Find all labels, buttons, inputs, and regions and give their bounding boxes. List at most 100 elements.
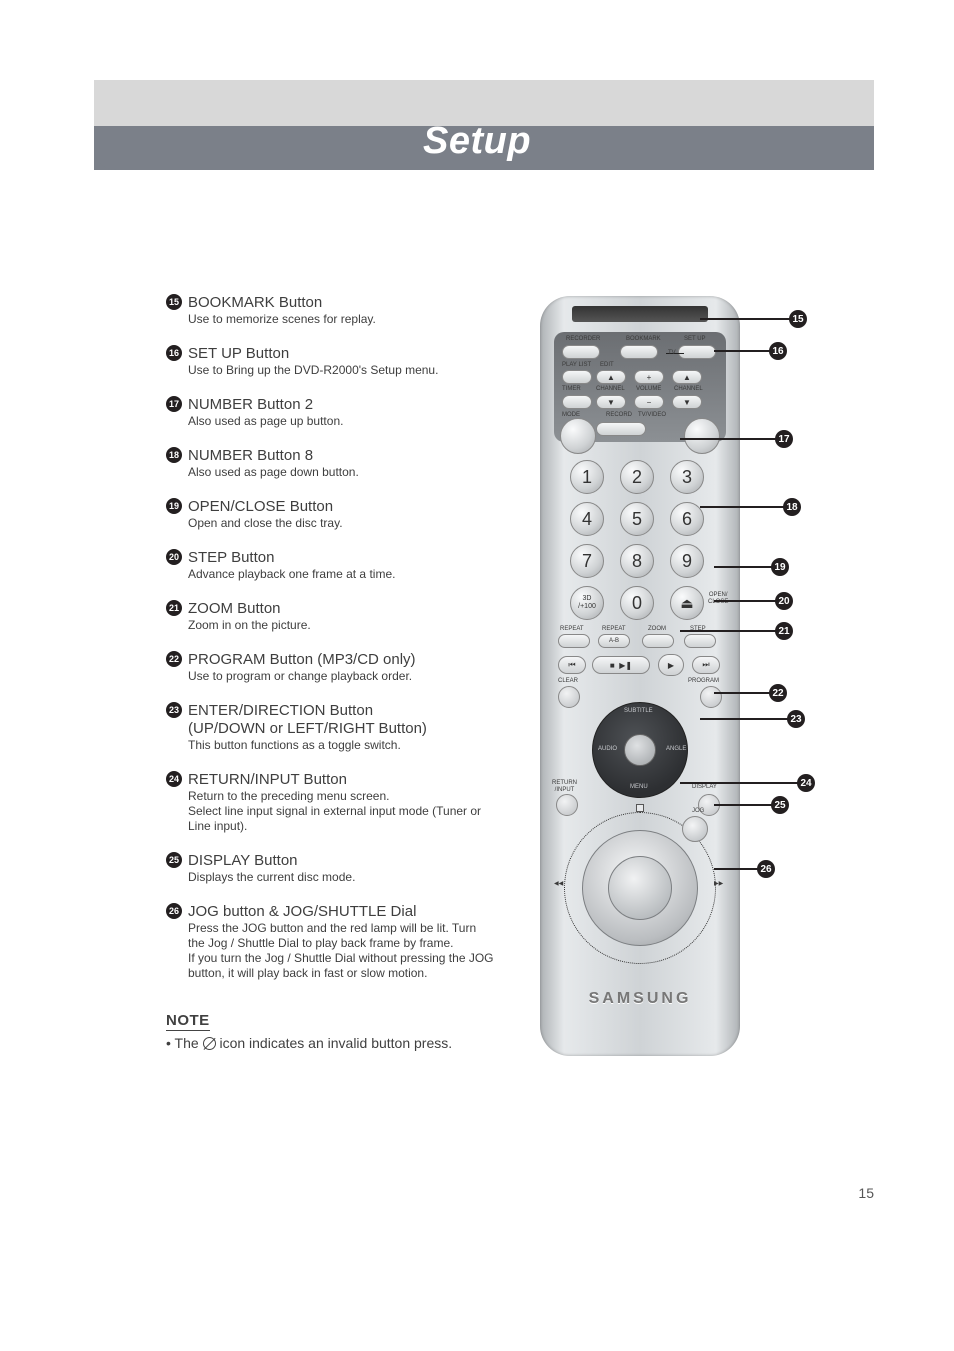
btn-repeat[interactable] [558,634,590,648]
shuttle-mark [636,804,644,812]
btn-num-4[interactable]: 4 [570,502,604,536]
desc-item-title: ENTER/DIRECTION Button (UP/DOWN or LEFT/… [188,702,496,738]
callout-line: 20 [714,592,793,610]
btn-3d[interactable]: 3D /+100 [570,586,604,620]
lbl-timer: TIMER [562,386,581,392]
desc-item-desc: Press the JOG button and the red lamp wi… [188,921,496,981]
btn-mode[interactable] [560,418,596,454]
desc-item-desc: Zoom in on the picture. [188,618,496,633]
desc-item-desc: This button functions as a toggle switch… [188,738,496,753]
lbl-repeatab: REPEAT [602,626,626,632]
desc-item: 24 RETURN/INPUT ButtonReturn to the prece… [166,771,496,834]
btn-chan2-up[interactable]: ▲ [672,370,702,384]
desc-item: 15BOOKMARK ButtonUse to memorize scenes … [166,294,496,327]
btn-zoom[interactable] [642,634,674,648]
invalid-icon [203,1037,216,1050]
btn-recorder[interactable] [562,345,600,359]
desc-item-title: BOOKMARK Button [188,294,496,312]
callout-number-icon: 17 [166,396,182,412]
desc-item-desc: Displays the current disc mode. [188,870,496,885]
desc-item-title: ZOOM Button [188,600,496,618]
callout-line: 15 [700,310,807,328]
lbl-return: RETURN /INPUT [552,780,577,794]
desc-item-desc: Advance playback one frame at a time. [188,567,496,582]
btn-next[interactable]: ⏭ [692,656,720,674]
btn-play[interactable]: ▶ [658,654,684,676]
btn-num-8[interactable]: 8 [620,544,654,578]
btn-setup[interactable] [678,345,716,359]
callout-number-icon: 23 [166,702,182,718]
btn-num-5[interactable]: 5 [620,502,654,536]
callout-number-badge: 24 [797,774,815,792]
desc-item-desc: Return to the preceding menu screen. Sel… [188,789,496,834]
jog-dial[interactable] [608,856,672,920]
callout-number-icon: 16 [166,345,182,361]
desc-item: 18NUMBER Button 8Also used as page down … [166,447,496,480]
desc-item-title: DISPLAY Button [188,852,496,870]
btn-num-3[interactable]: 3 [670,460,704,494]
btn-bookmark[interactable] [620,345,658,359]
desc-item-title: STEP Button [188,549,496,567]
btn-num-1[interactable]: 1 [570,460,604,494]
desc-item-desc: Also used as page up button. [188,414,496,429]
callout-number-badge: 19 [771,558,789,576]
btn-prev[interactable]: ⏮ [558,656,586,674]
callout-number-badge: 20 [775,592,793,610]
btn-num-9[interactable]: 9 [670,544,704,578]
lbl-menu: MENU [630,784,648,790]
btn-stop-play[interactable]: ■ ▶❚ [592,656,650,674]
btn-playlist[interactable] [562,370,592,384]
note-block: NOTE • The icon indicates an invalid but… [166,1012,506,1051]
desc-item: 23 ENTER/DIRECTION Button (UP/DOWN or LEF… [166,702,496,753]
callout-number-badge: 22 [769,684,787,702]
desc-item-title: RETURN/INPUT Button [188,771,496,789]
note-suffix: icon indicates an invalid button press. [216,1035,453,1051]
callout-number-badge: 17 [775,430,793,448]
btn-vol-up[interactable]: + [634,370,664,384]
callout-number-badge: 23 [787,710,805,728]
callout-number-icon: 24 [166,771,182,787]
callout-number-icon: 25 [166,852,182,868]
desc-item-desc: Use to program or change playback order. [188,669,496,684]
btn-clear[interactable] [558,686,580,708]
btn-num-2[interactable]: 2 [620,460,654,494]
btn-chan-up[interactable]: ▲ [596,370,626,384]
callout-number-icon: 15 [166,294,182,310]
desc-item-title: JOG button & JOG/SHUTTLE Dial [188,903,496,921]
btn-record[interactable] [596,422,646,436]
note-text: • The icon indicates an invalid button p… [166,1035,506,1051]
desc-item: 17 NUMBER Button 2Also used as page up bu… [166,396,496,429]
lbl-bookmark: BOOKMARK [626,336,661,342]
btn-repeat-ab[interactable]: A-B [598,634,630,648]
callout-number-icon: 26 [166,903,182,919]
lbl-channel2: CHANNEL [674,386,703,392]
btn-openclose[interactable]: ⏏ [670,586,704,620]
page-number: 15 [858,1185,874,1201]
lbl-volume: VOLUME [636,386,661,392]
callout-number-badge: 16 [769,342,787,360]
lbl-jog: JOG [692,808,704,814]
callout-line: 19 [714,558,789,576]
btn-jog[interactable] [682,816,708,842]
btn-timer[interactable] [562,395,592,409]
btn-return[interactable] [556,794,578,816]
lbl-record: RECORD [606,412,632,418]
btn-num-0[interactable]: 0 [620,586,654,620]
callout-line: 22 [714,684,787,702]
desc-item-title: NUMBER Button 2 [188,396,496,414]
desc-item-desc: Also used as page down button. [188,465,496,480]
button-descriptions-list: 15BOOKMARK ButtonUse to memorize scenes … [166,294,496,999]
btn-enter[interactable] [624,734,656,766]
btn-chan2-dn[interactable]: ▼ [672,395,702,409]
callout-number-icon: 22 [166,651,182,667]
desc-item: 22PROGRAM Button (MP3/CD only)Use to pro… [166,651,496,684]
btn-num-7[interactable]: 7 [570,544,604,578]
callout-number-icon: 20 [166,549,182,565]
callout-number-badge: 15 [789,310,807,328]
btn-chan-dn[interactable]: ▼ [596,395,626,409]
btn-num-6[interactable]: 6 [670,502,704,536]
desc-item-title: NUMBER Button 8 [188,447,496,465]
btn-vol-dn[interactable]: − [634,395,664,409]
lbl-subtitle: SUBTITLE [624,708,653,714]
callout-line: 26 [714,860,775,878]
